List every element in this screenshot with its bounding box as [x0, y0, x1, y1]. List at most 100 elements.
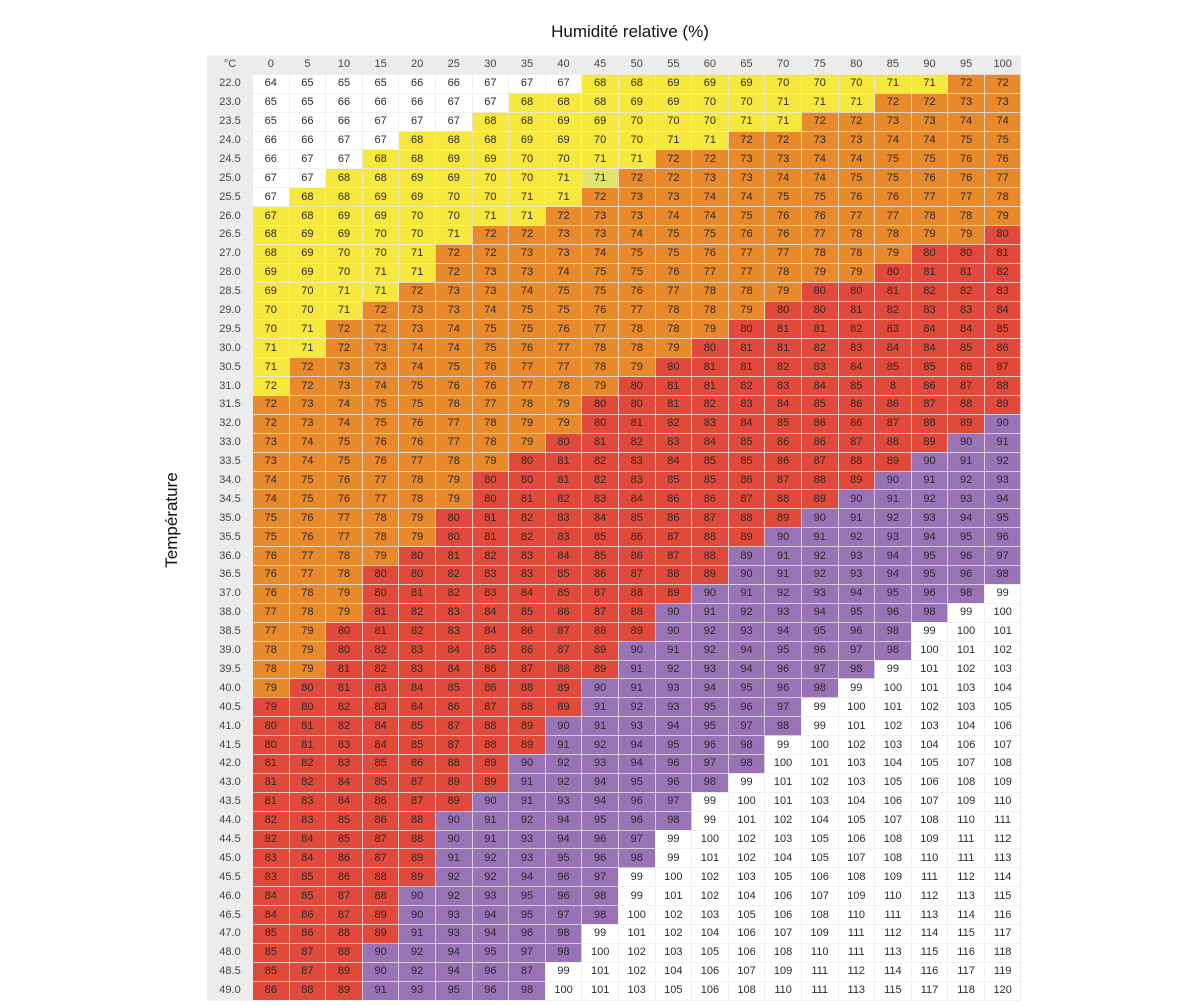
- heatmap-cell: 106: [727, 923, 766, 944]
- heatmap-cell: 105: [800, 848, 839, 869]
- heatmap-cell: 108: [837, 867, 876, 888]
- heatmap-cell: 84: [764, 395, 802, 415]
- heatmap-cell: 100: [874, 678, 912, 699]
- heatmap-cell: 71: [361, 281, 400, 302]
- heatmap-cell: 83: [581, 489, 619, 510]
- heatmap-cell: 69: [288, 225, 327, 245]
- heatmap-cell: 81: [361, 602, 400, 623]
- heatmap-cell: 73: [508, 262, 546, 283]
- heatmap-cell: 70: [434, 187, 473, 208]
- heatmap-cell: 117: [983, 923, 1022, 944]
- heatmap-cell: 81: [654, 395, 693, 415]
- heatmap-cell: 68: [398, 130, 436, 151]
- heatmap-cell: 93: [617, 716, 656, 737]
- heatmap-cell: 110: [947, 810, 985, 831]
- heatmap-cell: 73: [471, 262, 510, 283]
- heatmap-cell: 104: [983, 678, 1022, 699]
- heatmap-cell: 97: [508, 942, 546, 963]
- heatmap-cell: 82: [398, 602, 436, 623]
- heatmap-cell: 76: [800, 206, 839, 227]
- heatmap-cell: 82: [508, 527, 546, 548]
- heatmap-cell: 93: [434, 905, 473, 925]
- heatmap-cell: 91: [617, 659, 656, 680]
- heatmap-cell: 82: [471, 546, 510, 567]
- x-tick-label: 70: [764, 55, 802, 75]
- heatmap-cell: 78: [361, 527, 400, 548]
- heatmap-cell: 72: [837, 111, 876, 132]
- heatmap-cell: 77: [837, 206, 876, 227]
- heatmap-cell: 72: [947, 73, 985, 94]
- heatmap-cell: 73: [727, 168, 766, 189]
- heatmap-cell: 101: [691, 848, 729, 869]
- heatmap-cell: 76: [837, 187, 876, 208]
- heatmap-cell: 100: [800, 735, 839, 755]
- heatmap-cell: 96: [947, 565, 985, 585]
- heatmap-cell: 84: [288, 829, 327, 850]
- heatmap-cell: 76: [544, 319, 583, 340]
- heatmap-cell: 91: [764, 546, 802, 567]
- heatmap-cell: 67: [398, 111, 436, 132]
- heatmap-cell: 84: [874, 338, 912, 359]
- heatmap-cell: 79: [544, 413, 583, 434]
- table-row: 30.5 71 72 73 73 74 75 76 77 77 78 79 80 81 81 82 83 84 85…: [207, 357, 1022, 378]
- heatmap-cell: 84: [398, 697, 436, 718]
- heatmap-cell: 111: [910, 867, 949, 888]
- heatmap-cell: 94: [508, 867, 546, 888]
- y-tick-label: 33.0: [207, 432, 253, 453]
- heatmap-cell: 91: [617, 678, 656, 699]
- heatmap-cell: 85: [910, 357, 949, 378]
- heatmap-cell: 74: [874, 130, 912, 151]
- heatmap-cell: 78: [581, 357, 619, 378]
- heatmap-cell: 89: [544, 697, 583, 718]
- heatmap-cell: 70: [288, 281, 327, 302]
- heatmap-cell: 86: [617, 527, 656, 548]
- heatmap-cell: 89: [727, 527, 766, 548]
- y-tick-label: 40.0: [207, 678, 253, 699]
- heatmap-cell: 74: [398, 338, 436, 359]
- heatmap-cell: 78: [434, 451, 473, 472]
- heatmap-cell: 88: [691, 527, 729, 548]
- heatmap-cell: 87: [800, 451, 839, 472]
- heatmap-cell: 80: [837, 281, 876, 302]
- heatmap-cell: 80: [288, 678, 327, 699]
- heatmap-cell: 117: [910, 980, 949, 1001]
- heatmap-cell: 78: [471, 432, 510, 453]
- heatmap-cell: 75: [252, 527, 290, 548]
- heatmap-cell: 87: [361, 829, 400, 850]
- heatmap-cell: 68: [617, 73, 656, 94]
- heatmap-cell: 73: [983, 92, 1022, 113]
- heatmap-cell: 77: [544, 357, 583, 378]
- heatmap-cell: 72: [434, 243, 473, 264]
- heatmap-cell: 68: [398, 149, 436, 170]
- heatmap-cell: 90: [947, 432, 985, 453]
- x-tick-label: 75: [800, 55, 839, 75]
- heatmap-cell: 75: [983, 130, 1022, 151]
- heatmap-cell: 86: [837, 395, 876, 415]
- heatmap-cell: 94: [471, 905, 510, 925]
- heatmap-cell: 108: [910, 810, 949, 831]
- heatmap-cell: 102: [727, 829, 766, 850]
- heatmap-cell: 83: [544, 508, 583, 529]
- heatmap-cell: 93: [910, 508, 949, 529]
- heatmap-cell: 94: [837, 583, 876, 604]
- heatmap-cell: 79: [325, 602, 363, 623]
- heatmap-cell: 85: [727, 432, 766, 453]
- heatmap-cell: 74: [910, 130, 949, 151]
- heatmap-cell: 95: [983, 508, 1022, 529]
- y-tick-label: 31.5: [207, 395, 253, 415]
- heatmap-cell: 74: [837, 149, 876, 170]
- heatmap-cell: 78: [654, 300, 693, 321]
- heatmap-cell: 90: [874, 470, 912, 491]
- heatmap-cell: 86: [654, 508, 693, 529]
- heatmap-cell: 89: [398, 848, 436, 869]
- heatmap-cell: 98: [544, 923, 583, 944]
- heatmap-cell: 87: [764, 470, 802, 491]
- heatmap-cell: 85: [764, 413, 802, 434]
- heatmap-cell: 71: [800, 92, 839, 113]
- heatmap-cell: 115: [910, 942, 949, 963]
- heatmap-cell: 70: [325, 243, 363, 264]
- heatmap-cell: 79: [288, 659, 327, 680]
- heatmap-cell: 99: [800, 716, 839, 737]
- heatmap-cell: 97: [617, 829, 656, 850]
- heatmap-cell: 91: [508, 791, 546, 812]
